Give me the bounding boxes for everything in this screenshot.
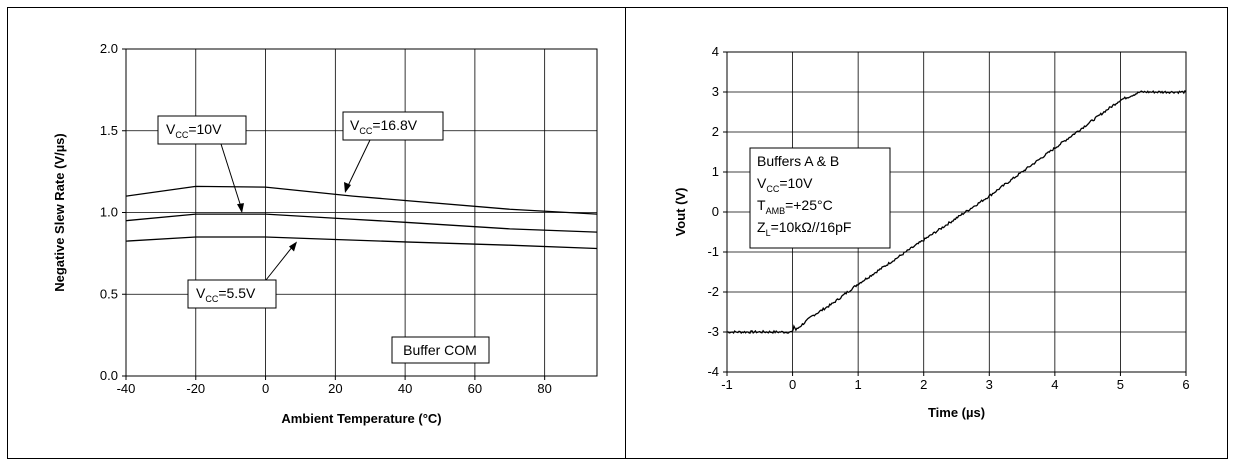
label-box-buffer-com — [391, 336, 490, 364]
series-line-VCC=16.8V — [125, 185, 598, 215]
y-tick-label: -4 — [707, 364, 719, 379]
y-tick-label: 1 — [712, 164, 719, 179]
y-tick-label: 1.5 — [100, 123, 118, 138]
panel-divider — [625, 7, 626, 459]
x-tick-label: -20 — [186, 381, 205, 396]
arrow-vcc168 — [345, 139, 371, 191]
x-tick-label: 2 — [920, 377, 927, 392]
series-line-VCC=10V — [125, 213, 598, 233]
arrowhead-vcc168 — [344, 182, 351, 193]
arrowhead-vcc10 — [237, 203, 244, 214]
annotation-zl: ZL=10kΩ//16pF — [757, 219, 851, 238]
condition-box — [749, 147, 891, 249]
y-tick-label: 1.0 — [100, 205, 118, 220]
x-tick-label: 80 — [537, 381, 551, 396]
y-tick-label: 0.5 — [100, 286, 118, 301]
y-tick-label: 3 — [712, 84, 719, 99]
y-tick-label: 2.0 — [100, 41, 118, 56]
x-tick-label: 20 — [328, 381, 342, 396]
slew-rate-chart: -40 -20 0 20 40 60 80 0.0 0.5 1.0 1.5 2.0 Ambient Te… — [52, 41, 598, 426]
y-tick-label: -3 — [707, 324, 719, 339]
y-tick-label: 4 — [712, 44, 719, 59]
x-axis-label: Ambient Temperature (°C) — [281, 411, 441, 426]
x-tick-label: 5 — [1117, 377, 1124, 392]
x-tick-label: 3 — [986, 377, 993, 392]
y-tick-label: -2 — [707, 284, 719, 299]
annotation-vcc: VCC=10V — [757, 175, 813, 194]
x-tick-label: 40 — [398, 381, 412, 396]
x-tick-label: 0 — [262, 381, 269, 396]
figure-frame — [7, 7, 1228, 459]
y-tick-label: 2 — [712, 124, 719, 139]
annotation-vcc168: VCC=16.8V — [350, 117, 418, 136]
x-tick-label: 1 — [855, 377, 862, 392]
x-tick-label: 4 — [1051, 377, 1058, 392]
arrowhead-vcc55 — [289, 241, 297, 252]
annotation-vcc55: VCC=5.5V — [196, 285, 256, 304]
annotation-buffers: Buffers A & B — [757, 153, 839, 169]
x-tick-label: 60 — [468, 381, 482, 396]
y-axis-label: Vout (V) — [673, 188, 688, 237]
arrow-vcc55 — [265, 243, 296, 281]
annotation-tamb: TAMB=+25°C — [757, 197, 833, 216]
vout-time-chart: -1 0 1 2 3 4 5 6 -4 -3 -2 -1 0 1 2 3 4 Time (µs) Vout (V) B… — [673, 44, 1190, 420]
series-line-VCC=5.5V — [125, 236, 598, 250]
y-tick-label: 0 — [712, 204, 719, 219]
x-tick-label: 0 — [789, 377, 796, 392]
vout-trace — [726, 89, 1187, 335]
x-axis-label: Time (µs) — [928, 405, 985, 420]
y-tick-label: -1 — [707, 244, 719, 259]
label-box-vcc55 — [187, 279, 277, 309]
label-box-vcc168 — [342, 111, 444, 141]
y-tick-label: 0.0 — [100, 368, 118, 383]
label-box-vcc10 — [157, 115, 247, 145]
y-axis-label: Negative Slew Rate (V/µs) — [52, 133, 67, 292]
annotation-buffer-com: Buffer COM — [403, 342, 477, 358]
x-tick-label: 6 — [1182, 377, 1189, 392]
arrow-vcc10 — [220, 143, 243, 211]
x-tick-label: -40 — [117, 381, 136, 396]
x-tick-label: -1 — [721, 377, 733, 392]
annotation-vcc10: VCC=10V — [166, 121, 222, 140]
